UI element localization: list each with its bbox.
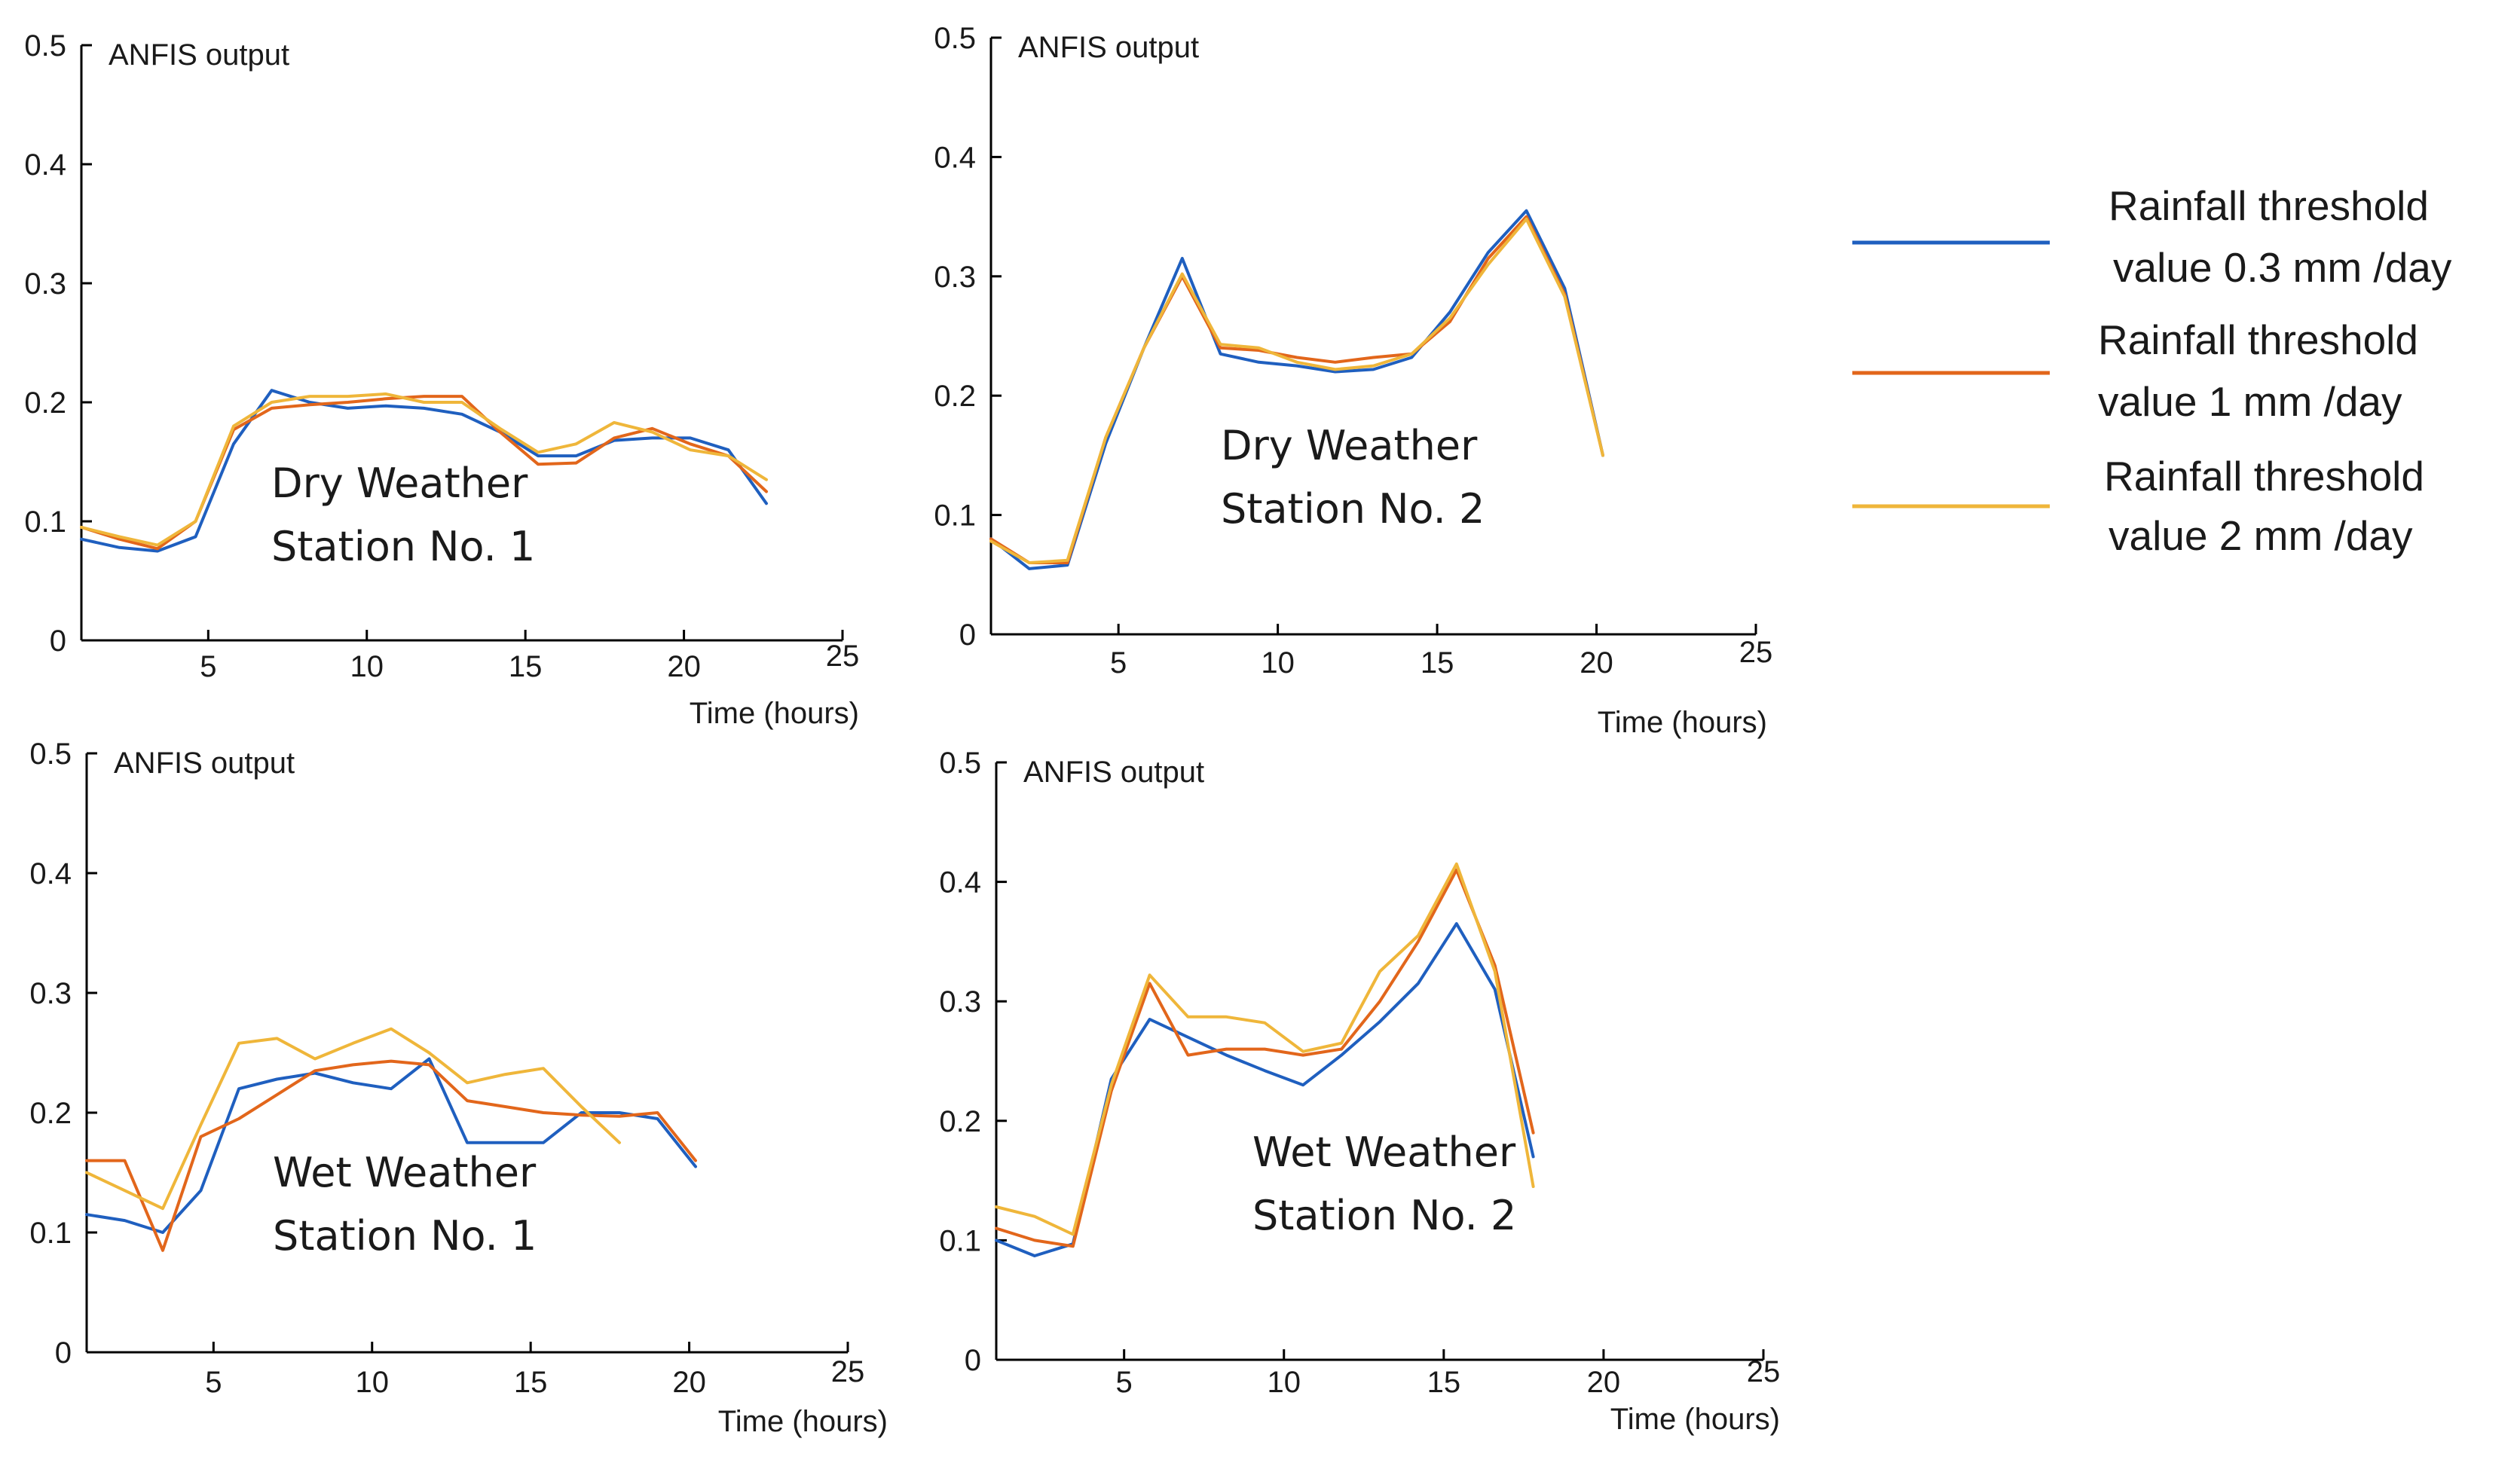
x-tick-label: 15 [514,1366,548,1399]
y-axis-label: ANFIS output [109,38,289,72]
y-tick-label: 0.2 [939,1105,981,1138]
y-tick-label: 0.3 [24,267,66,301]
x-axis-label: Time (hours) [1598,706,1767,739]
panel-annotation: Dry Weather [271,460,528,507]
x-tick-label: 25 [831,1355,865,1388]
series-line-1 [85,1057,697,1234]
x-tick-label: 10 [350,650,384,683]
series-line-2 [995,868,1535,1248]
chart-panel-dry-station-1: 0 0.1 0.2 0.3 0.4 0.5 5 10 15 20 25 ANFIS output Tim… [24,29,859,730]
x-tick-label: 5 [200,650,216,683]
y-tick-label: 0.3 [939,985,981,1019]
y-tick-label: 0.1 [934,499,976,533]
y-tick-label: 0.2 [934,380,976,413]
x-tick-label: 5 [1116,1366,1133,1399]
x-axis-label: Time (hours) [690,697,859,730]
y-tick-label: 0 [55,1336,72,1370]
y-tick-label: 0 [965,1344,981,1377]
chart-panel-wet-station-2: 0 0.1 0.2 0.3 0.4 0.5 5 10 15 20 25 ANFIS output Tim… [939,747,1780,1436]
legend-label: Rainfall threshold [2098,316,2418,363]
chart-panel-dry-station-2: 0 0.1 0.2 0.3 0.4 0.5 5 10 15 20 25 ANFIS output Tim… [934,22,1772,739]
legend-entry-2: Rainfall threshold value 1 mm /day [1852,316,2418,425]
series-line-3 [80,392,768,547]
panel-annotation: Wet Weather [273,1149,537,1196]
panel-annotation: Station No. 2 [1221,485,1485,533]
x-axis-label: Time (hours) [1610,1403,1780,1436]
legend-label: value 0.3 mm /day [2113,244,2452,291]
legend-label: Rainfall threshold [2109,182,2429,229]
legend-label: Rainfall threshold [2104,453,2424,499]
y-tick-label: 0.1 [29,1217,72,1250]
panel-annotation: Wet Weather [1252,1129,1516,1176]
y-axis-label: ANFIS output [1023,756,1204,789]
chart-panels: 0 0.1 0.2 0.3 0.4 0.5 5 10 15 20 25 ANFIS output Tim… [24,22,1780,1438]
x-tick-label: 25 [1739,636,1773,669]
series-line-3 [989,217,1604,564]
x-axis-label: Time (hours) [718,1405,888,1438]
x-tick-label: 15 [1427,1366,1461,1399]
y-tick-label: 0 [50,625,66,658]
panel-annotation: Dry Weather [1221,422,1478,469]
series-line-2 [85,1059,697,1252]
y-tick-label: 0.3 [29,977,72,1010]
panel-annotation: Station No. 1 [271,523,535,570]
x-tick-label: 5 [205,1366,222,1399]
y-tick-label: 0.4 [934,141,976,174]
x-tick-label: 20 [672,1366,706,1399]
series-line-3 [85,1027,621,1211]
series-line-1 [80,389,768,553]
legend-label: value 1 mm /day [2098,378,2402,425]
y-tick-label: 0.5 [29,738,72,771]
x-tick-label: 15 [1421,646,1454,680]
y-tick-label: 0.2 [24,386,66,420]
legend-entry-3: Rainfall threshold value 2 mm /day [1852,453,2424,559]
y-tick-label: 0.1 [24,505,66,539]
y-tick-label: 0.1 [939,1224,981,1257]
series-line-3 [995,862,1535,1236]
y-axis-label: ANFIS output [1018,31,1199,64]
x-tick-label: 10 [1268,1366,1301,1399]
x-tick-label: 25 [1747,1355,1781,1388]
x-tick-label: 20 [1587,1366,1621,1399]
x-tick-label: 10 [1261,646,1295,680]
y-tick-label: 0.5 [934,22,976,55]
y-axis-label: ANFIS output [114,747,295,780]
legend-entry-1: Rainfall threshold value 0.3 mm /day [1852,182,2452,291]
y-tick-label: 0.2 [29,1097,72,1130]
legend-label: value 2 mm /day [2109,512,2413,559]
panel-annotation: Station No. 2 [1252,1192,1516,1239]
panel-annotation: Station No. 1 [273,1212,537,1260]
y-tick-label: 0.5 [939,747,981,780]
y-tick-label: 0.4 [29,857,72,890]
y-tick-label: 0 [959,618,976,652]
y-tick-label: 0.4 [939,866,981,899]
y-tick-label: 0.5 [24,29,66,63]
y-tick-label: 0.3 [934,261,976,294]
x-tick-label: 20 [1580,646,1613,680]
x-tick-label: 10 [356,1366,390,1399]
x-tick-label: 25 [826,640,860,673]
x-tick-label: 20 [667,650,701,683]
x-tick-label: 15 [509,650,543,683]
chart-panel-wet-station-1: 0 0.1 0.2 0.3 0.4 0.5 5 10 15 20 25 ANFIS output Tim… [29,738,888,1438]
y-tick-label: 0.4 [24,148,66,182]
x-tick-label: 5 [1110,646,1127,680]
